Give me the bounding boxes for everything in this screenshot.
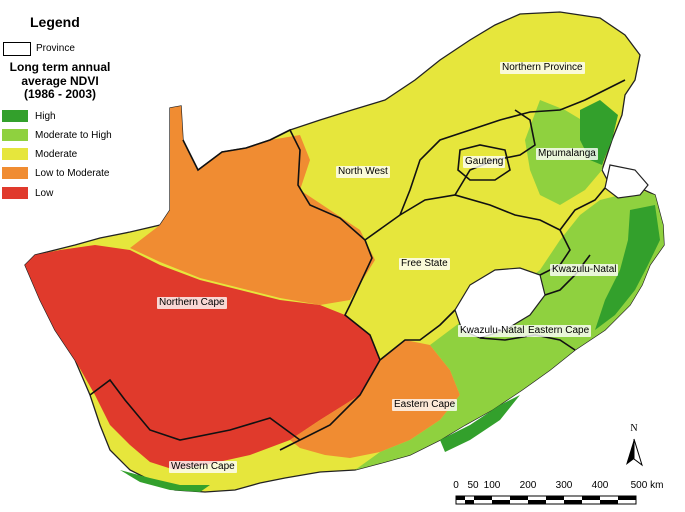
legend-label-moderate: Moderate [35,149,78,160]
north-arrow-letter: N [630,423,638,434]
scale-label-400: 400 [591,480,609,491]
label-kwazulu-natal-2: Kwazulu-Natal [458,325,527,337]
label-mpumalanga: Mpumalanga [536,148,598,160]
north-arrow: N [622,423,646,467]
legend-label-high: High [35,111,56,122]
scale-label-300: 300 [555,480,573,491]
ndvi-low-moderate-zone [130,106,375,305]
legend-label-low: Low [35,188,54,199]
legend-swatch-low-moderate [2,167,28,179]
map-legend: Legend Province Long term annual average… [0,0,135,210]
ndvi-title-line-3: (1986 - 2003) [23,87,97,101]
scale-bar: 0 50 100 200 300 400 500 km [448,480,685,512]
province-outline-swatch [3,42,31,56]
legend-province-label: Province [36,43,75,54]
label-eastern-cape-1: Eastern Cape [526,325,592,337]
label-free-state: Free State [399,258,450,270]
legend-title: Legend [30,14,80,30]
ndvi-high-zone-south [440,395,520,452]
scale-label-100: 100 [483,480,501,491]
ndvi-legend-title: Long term annual average NDVI (1986 - 20… [0,60,120,102]
legend-swatch-high [2,110,28,122]
north-arrow-icon [626,438,643,467]
swaziland-enclave [604,164,649,199]
legend-swatch-moderate [2,148,28,160]
ndvi-title-line-1: Long term annual [9,60,111,74]
label-northern-province: Northern Province [500,62,585,74]
scale-label-500-km: 500 km [630,480,664,491]
ndvi-low-moderate-zone-south [290,340,460,458]
label-kwazulu-natal: Kwazulu-Natal [550,264,619,276]
ndvi-low-zone [25,245,380,470]
ndvi-high-zone-western-cape [120,470,210,492]
label-western-cape: Western Cape [169,461,237,473]
lesotho-enclave [454,267,546,339]
province-borders [89,79,626,451]
legend-label-moderate-high: Moderate to High [35,130,112,141]
label-north-west: North West [336,166,390,178]
scale-label-0: 0 [453,480,459,491]
label-eastern-cape-2: Eastern Cape [392,399,458,411]
ndvi-high-zone-coast [595,205,660,330]
legend-label-low-moderate: Low to Moderate [35,168,110,179]
legend-swatch-low [2,187,28,199]
label-northern-cape: Northern Cape [157,297,227,309]
scale-label-50: 50 [467,480,479,491]
legend-swatch-moderate-high [2,129,28,141]
ndvi-title-line-2: average NDVI [21,73,99,88]
scale-bar-graphic [455,495,637,505]
label-gauteng: Gauteng [463,156,506,168]
scale-label-200: 200 [519,480,537,491]
